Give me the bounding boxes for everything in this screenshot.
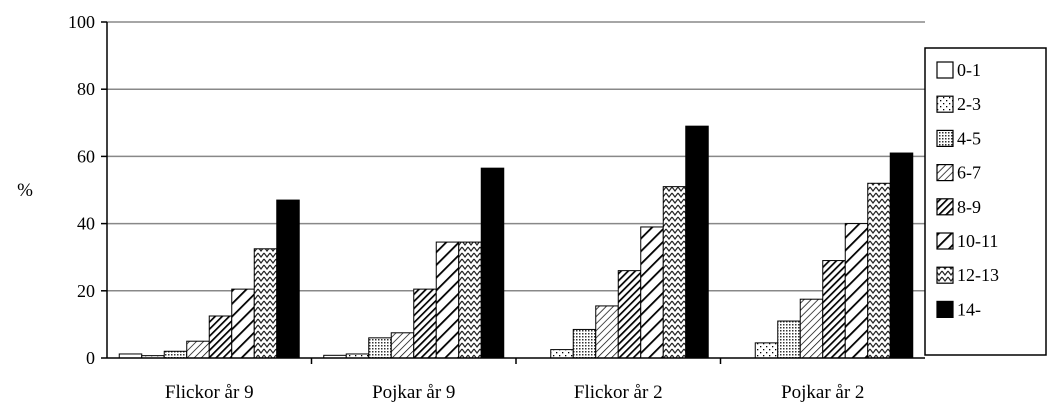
bar-10-11-1	[231, 288, 255, 359]
x-category-label: Flickor år 2	[574, 382, 663, 403]
bar-14--1	[276, 199, 300, 359]
bar-4-5-4	[777, 320, 801, 359]
bar-4-5-1	[163, 350, 188, 359]
legend-swatch-0-1	[936, 61, 954, 79]
bar-8-9-2	[413, 288, 437, 359]
y-tick-label: 0	[86, 348, 95, 368]
y-tick-label: 100	[68, 12, 95, 32]
grid	[107, 21, 925, 292]
legend-label: 4-5	[957, 128, 981, 148]
legend-swatch-8-9	[936, 198, 954, 216]
legend-label: 8-9	[957, 197, 981, 217]
legend: 0-1 2-3 4-5 6-7 8-9 10-11 12-13 14-	[924, 47, 1047, 356]
legend-swatch-12-13	[936, 266, 954, 284]
x-category-label: Flickor år 9	[165, 382, 254, 403]
legend-swatch-2-3	[936, 95, 954, 113]
legend-label: 12-13	[957, 265, 999, 285]
legend-label: 2-3	[957, 94, 981, 114]
bar-6-7-3	[595, 305, 619, 359]
bar-4-5-3	[572, 328, 597, 359]
bar-6-7-4	[799, 298, 824, 359]
bar-6-7-2	[390, 332, 415, 359]
bar-12-13-4	[867, 182, 891, 359]
legend-label: 14-	[957, 299, 981, 319]
bars	[118, 125, 914, 359]
legend-swatch-4-5	[936, 129, 954, 147]
bar-8-9-4	[822, 260, 846, 359]
legend-label: 0-1	[957, 60, 981, 80]
y-tick-label: 40	[77, 214, 95, 234]
bar-8-9-1	[208, 315, 233, 359]
bar-8-9-3	[617, 270, 642, 359]
bar-2-3-3	[550, 349, 574, 359]
x-category-label: Pojkar år 2	[781, 382, 864, 403]
legend-swatch-6-7	[936, 164, 954, 182]
bar-2-3-4	[754, 342, 779, 359]
legend-swatch-10-11	[936, 232, 954, 250]
bar-6-7-1	[186, 340, 210, 359]
legend-label: 6-7	[957, 163, 981, 183]
y-tick-label: 20	[77, 281, 95, 301]
labels: 0 20 40 60 80 100% Flickor år 9 Pojkar år 9 Flic…	[17, 12, 864, 403]
x-category-label: Pojkar år 9	[372, 382, 455, 403]
legend-swatch-14-	[936, 300, 954, 318]
bar-10-11-3	[640, 226, 664, 359]
bar-10-11-4	[844, 223, 869, 359]
bar-14--3	[685, 125, 709, 359]
bar-12-13-1	[253, 248, 278, 359]
axes	[101, 21, 925, 364]
bar-14--4	[889, 152, 914, 359]
y-axis-label: %	[17, 180, 33, 201]
y-tick-label: 60	[77, 146, 95, 166]
legend-label: 10-11	[957, 231, 998, 251]
bar-12-13-2	[458, 241, 482, 359]
bar-14--2	[480, 167, 505, 359]
bar-4-5-2	[368, 337, 392, 359]
y-tick-label: 80	[77, 79, 95, 99]
bar-10-11-2	[435, 241, 460, 359]
bar-12-13-3	[662, 186, 687, 359]
